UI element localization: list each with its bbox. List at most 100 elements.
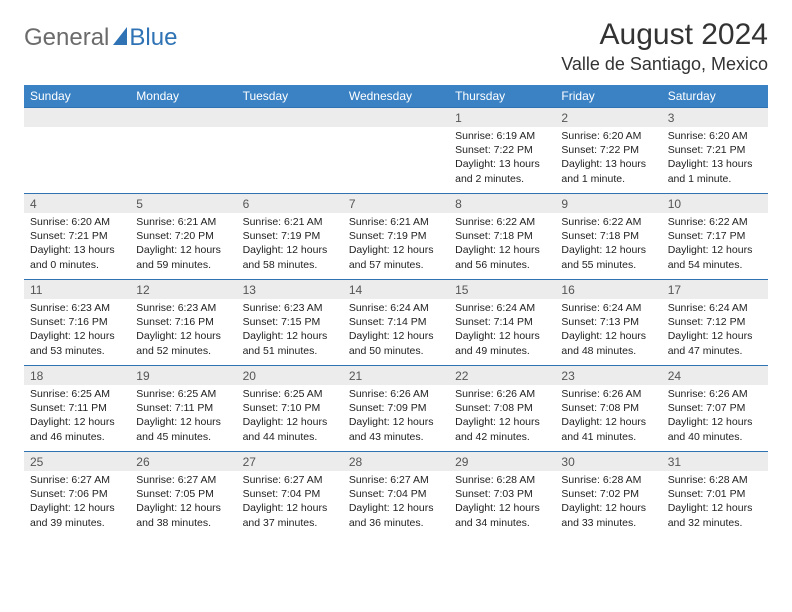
sunset-text: Sunset: 7:09 PM [349,401,443,415]
day-number-cell: 20 [237,366,343,386]
day-number-cell: 12 [130,280,236,300]
day-detail-cell: Sunrise: 6:22 AMSunset: 7:17 PMDaylight:… [662,213,768,280]
daylight-text: Daylight: 12 hours and 53 minutes. [30,329,124,357]
day-number-cell: 4 [24,194,130,214]
sunset-text: Sunset: 7:18 PM [561,229,655,243]
day-detail-cell: Sunrise: 6:24 AMSunset: 7:13 PMDaylight:… [555,299,661,366]
sunset-text: Sunset: 7:21 PM [668,143,762,157]
daylight-text: Daylight: 12 hours and 51 minutes. [243,329,337,357]
day-detail-cell [237,127,343,194]
sunset-text: Sunset: 7:19 PM [243,229,337,243]
sunset-text: Sunset: 7:03 PM [455,487,549,501]
daylight-text: Daylight: 12 hours and 54 minutes. [668,243,762,271]
sunrise-text: Sunrise: 6:23 AM [243,301,337,315]
day-number-cell: 8 [449,194,555,214]
day-detail-cell: Sunrise: 6:28 AMSunset: 7:01 PMDaylight:… [662,471,768,537]
sunset-text: Sunset: 7:15 PM [243,315,337,329]
day-number-cell: 17 [662,280,768,300]
daylight-text: Daylight: 12 hours and 40 minutes. [668,415,762,443]
sunset-text: Sunset: 7:16 PM [136,315,230,329]
sunset-text: Sunset: 7:05 PM [136,487,230,501]
daylight-text: Daylight: 12 hours and 48 minutes. [561,329,655,357]
brand-part1: General [24,24,109,52]
day-detail-cell: Sunrise: 6:24 AMSunset: 7:14 PMDaylight:… [343,299,449,366]
sunset-text: Sunset: 7:21 PM [30,229,124,243]
day-number-cell [130,108,236,128]
day-number-cell: 24 [662,366,768,386]
sunrise-text: Sunrise: 6:26 AM [455,387,549,401]
sunrise-text: Sunrise: 6:28 AM [455,473,549,487]
sunset-text: Sunset: 7:11 PM [30,401,124,415]
day-detail-cell: Sunrise: 6:21 AMSunset: 7:19 PMDaylight:… [343,213,449,280]
daylight-text: Daylight: 12 hours and 34 minutes. [455,501,549,529]
location-label: Valle de Santiago, Mexico [561,54,768,75]
sunrise-text: Sunrise: 6:24 AM [668,301,762,315]
daylight-text: Daylight: 12 hours and 52 minutes. [136,329,230,357]
sunrise-text: Sunrise: 6:26 AM [349,387,443,401]
weekday-header: Friday [555,85,661,108]
daylight-text: Daylight: 12 hours and 36 minutes. [349,501,443,529]
sunrise-text: Sunrise: 6:27 AM [349,473,443,487]
sunrise-text: Sunrise: 6:21 AM [349,215,443,229]
sunrise-text: Sunrise: 6:26 AM [668,387,762,401]
sunrise-text: Sunrise: 6:22 AM [668,215,762,229]
sunset-text: Sunset: 7:16 PM [30,315,124,329]
sunrise-text: Sunrise: 6:19 AM [455,129,549,143]
sunset-text: Sunset: 7:13 PM [561,315,655,329]
sunset-text: Sunset: 7:07 PM [668,401,762,415]
day-detail-row: Sunrise: 6:19 AMSunset: 7:22 PMDaylight:… [24,127,768,194]
day-detail-cell: Sunrise: 6:20 AMSunset: 7:21 PMDaylight:… [24,213,130,280]
day-number-cell: 14 [343,280,449,300]
weekday-header: Monday [130,85,236,108]
day-number-cell: 2 [555,108,661,128]
sunset-text: Sunset: 7:08 PM [561,401,655,415]
day-detail-cell: Sunrise: 6:28 AMSunset: 7:02 PMDaylight:… [555,471,661,537]
sunrise-text: Sunrise: 6:27 AM [243,473,337,487]
daylight-text: Daylight: 12 hours and 57 minutes. [349,243,443,271]
daylight-text: Daylight: 12 hours and 56 minutes. [455,243,549,271]
day-number-cell: 7 [343,194,449,214]
sunrise-text: Sunrise: 6:27 AM [30,473,124,487]
day-number-cell: 30 [555,452,661,472]
day-number-cell: 23 [555,366,661,386]
daylight-text: Daylight: 12 hours and 45 minutes. [136,415,230,443]
sunrise-text: Sunrise: 6:28 AM [668,473,762,487]
day-number-row: 11121314151617 [24,280,768,300]
daylight-text: Daylight: 12 hours and 33 minutes. [561,501,655,529]
sunrise-text: Sunrise: 6:23 AM [136,301,230,315]
sunset-text: Sunset: 7:22 PM [561,143,655,157]
header: General Blue August 2024 Valle de Santia… [24,18,768,75]
day-detail-cell: Sunrise: 6:25 AMSunset: 7:11 PMDaylight:… [24,385,130,452]
day-detail-cell: Sunrise: 6:27 AMSunset: 7:04 PMDaylight:… [237,471,343,537]
day-detail-cell [343,127,449,194]
day-detail-cell: Sunrise: 6:21 AMSunset: 7:19 PMDaylight:… [237,213,343,280]
daylight-text: Daylight: 12 hours and 32 minutes. [668,501,762,529]
day-number-cell [24,108,130,128]
sunrise-text: Sunrise: 6:23 AM [30,301,124,315]
daylight-text: Daylight: 12 hours and 50 minutes. [349,329,443,357]
day-number-cell: 26 [130,452,236,472]
sunset-text: Sunset: 7:06 PM [30,487,124,501]
month-title: August 2024 [561,18,768,52]
sunrise-text: Sunrise: 6:24 AM [349,301,443,315]
sunset-text: Sunset: 7:22 PM [455,143,549,157]
daylight-text: Daylight: 12 hours and 37 minutes. [243,501,337,529]
day-number-cell [237,108,343,128]
day-detail-cell: Sunrise: 6:22 AMSunset: 7:18 PMDaylight:… [449,213,555,280]
sunrise-text: Sunrise: 6:27 AM [136,473,230,487]
day-detail-cell [24,127,130,194]
sunrise-text: Sunrise: 6:25 AM [136,387,230,401]
day-detail-cell: Sunrise: 6:24 AMSunset: 7:12 PMDaylight:… [662,299,768,366]
day-number-cell: 5 [130,194,236,214]
day-number-cell [343,108,449,128]
day-detail-row: Sunrise: 6:25 AM Sunset: 7:11 PM Daylight:… [24,385,768,452]
day-detail-cell: Sunrise: 6:26 AMSunset: 7:08 PMDaylight:… [449,385,555,452]
weekday-header: Saturday [662,85,768,108]
sunset-text: Sunset: 7:17 PM [668,229,762,243]
day-number-row: 123 [24,108,768,128]
weekday-header-row: Sunday Monday Tuesday Wednesday Thursday… [24,85,768,108]
sunrise-text: Sunrise: 6:20 AM [668,129,762,143]
sunset-text: Sunset: 7:19 PM [349,229,443,243]
day-detail-cell: Sunrise: 6:23 AMSunset: 7:16 PMDaylight:… [130,299,236,366]
sunset-text: Sunset: 7:02 PM [561,487,655,501]
